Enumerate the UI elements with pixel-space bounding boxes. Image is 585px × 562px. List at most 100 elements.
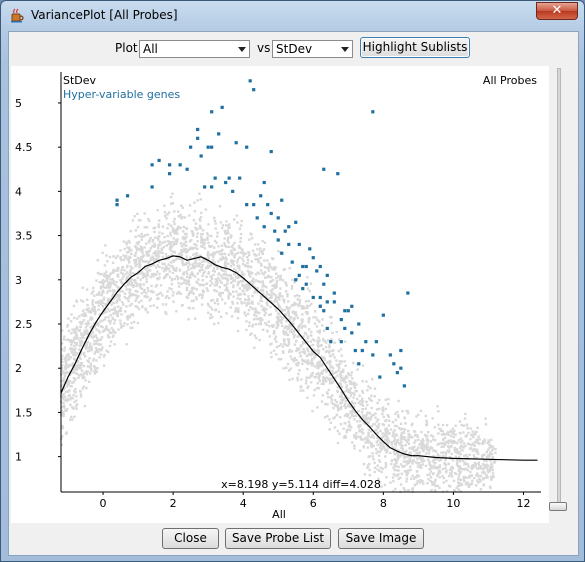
probe-point <box>116 310 119 314</box>
probe-point <box>355 389 358 393</box>
probe-point <box>421 463 425 466</box>
probe-point <box>489 468 492 471</box>
probe-point <box>102 283 105 286</box>
probe-point <box>375 440 378 444</box>
probe-point <box>275 272 278 275</box>
probe-point <box>455 448 459 451</box>
probe-point <box>304 360 307 364</box>
variance-plot-area[interactable]: 1 1.5 2 2.5 3 3.5 4 4.5 5 0 2 4 6 8 10 12 StDev Hyper-var… <box>11 66 549 523</box>
probe-point <box>375 420 379 423</box>
probe-point <box>285 284 288 287</box>
probe-point <box>81 300 85 303</box>
probe-point <box>112 279 115 283</box>
probe-point <box>201 278 204 282</box>
close-button[interactable]: Close <box>162 528 219 549</box>
probe-point <box>287 311 290 314</box>
probe-point <box>421 438 424 441</box>
probe-point <box>326 414 329 418</box>
probe-point <box>287 300 290 303</box>
probe-point <box>459 484 462 487</box>
probe-point <box>282 329 285 333</box>
probe-point <box>318 329 322 332</box>
probe-point <box>329 315 332 319</box>
probe-point <box>162 270 166 273</box>
probe-point <box>284 325 287 328</box>
probe-point <box>199 254 202 257</box>
probe-point <box>475 430 478 434</box>
probe-point <box>395 448 398 452</box>
probe-point <box>426 458 430 461</box>
probe-point <box>297 372 300 376</box>
probe-point <box>327 388 331 392</box>
probe-point <box>74 377 77 381</box>
probe-point <box>60 409 64 412</box>
save-probe-list-button[interactable]: Save Probe List <box>225 528 331 549</box>
probe-point <box>444 441 447 444</box>
probe-point <box>112 268 115 272</box>
probe-point <box>270 296 273 299</box>
probe-point <box>298 301 302 304</box>
probe-point <box>209 264 212 267</box>
probe-point <box>337 349 341 353</box>
probe-point <box>381 409 385 413</box>
probe-point <box>248 238 251 241</box>
probe-point <box>157 249 160 253</box>
probe-point <box>146 274 149 278</box>
zoom-slider-track[interactable] <box>557 68 561 511</box>
probe-point <box>287 342 291 346</box>
probe-point <box>162 276 166 280</box>
probe-point <box>225 245 228 248</box>
probe-point <box>256 291 259 294</box>
probe-point <box>125 278 128 281</box>
probe-point <box>395 424 399 428</box>
probe-point <box>217 245 220 248</box>
highlight-sublists-button[interactable]: Highlight Sublists <box>360 37 470 58</box>
probe-point <box>137 259 141 263</box>
probe-point <box>241 251 245 255</box>
probe-point <box>61 435 64 438</box>
probe-point <box>164 214 167 217</box>
probe-point <box>376 464 379 467</box>
probe-point <box>463 480 466 483</box>
save-image-button[interactable]: Save Image <box>338 528 424 549</box>
probe-point <box>366 420 369 423</box>
window-close-button[interactable]: ✕ <box>536 2 578 20</box>
probe-point <box>185 232 188 236</box>
probe-point <box>126 323 129 326</box>
probe-point <box>278 292 282 295</box>
probe-point <box>251 302 254 305</box>
probe-point <box>153 226 157 230</box>
probe-point <box>146 266 149 270</box>
probe-point <box>237 276 240 279</box>
probe-point <box>318 379 322 383</box>
probe-point <box>63 374 67 378</box>
probe-point <box>183 278 186 282</box>
probe-point <box>182 281 186 284</box>
vs-select[interactable]: StDev <box>272 40 353 58</box>
probe-point <box>348 423 351 426</box>
probe-point <box>122 240 126 243</box>
probe-point <box>141 276 145 279</box>
title-bar[interactable]: VariancePlot [All Probes] ✕ <box>1 1 584 31</box>
probe-point <box>195 227 198 231</box>
probe-point <box>72 304 76 308</box>
probe-point <box>131 314 135 317</box>
probe-point <box>295 302 298 306</box>
probe-point <box>245 283 248 286</box>
probe-point <box>120 258 123 262</box>
probe-point <box>180 244 183 248</box>
probe-point <box>231 300 234 304</box>
probe-point <box>337 363 340 366</box>
probe-point <box>169 242 172 245</box>
probe-point <box>339 373 342 376</box>
probe-point <box>454 450 457 453</box>
probe-point <box>444 451 448 455</box>
probe-point <box>310 330 313 334</box>
plot-select[interactable]: All <box>139 40 250 58</box>
hyper-variable-gene-point <box>294 278 298 282</box>
probe-point <box>449 434 453 438</box>
probe-point <box>196 240 199 243</box>
zoom-slider-thumb[interactable] <box>549 502 567 511</box>
probe-point <box>282 351 285 354</box>
probe-point <box>335 400 339 404</box>
